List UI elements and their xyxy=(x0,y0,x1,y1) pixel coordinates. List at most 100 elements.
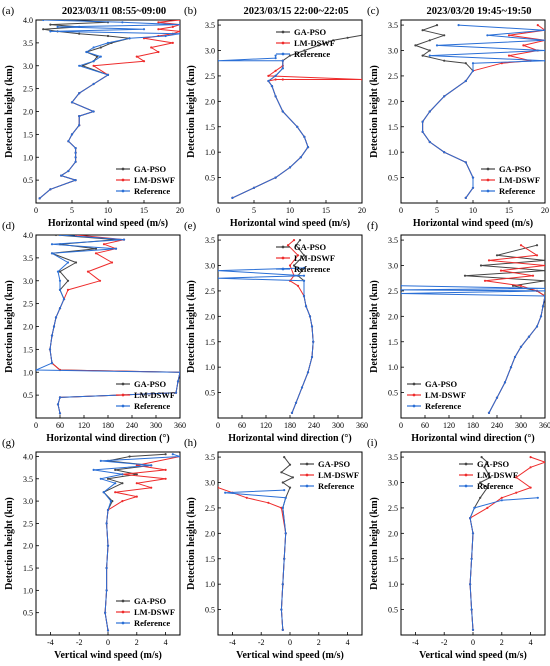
x-axis-label: Horizontal wind direction (°) xyxy=(46,433,170,444)
x-axis-label: Horizontal wind speed (m/s) xyxy=(230,218,350,229)
data-point xyxy=(231,196,234,199)
data-point xyxy=(128,455,131,458)
legend-marker-reference xyxy=(281,52,285,56)
data-point xyxy=(104,611,107,614)
data-point xyxy=(303,135,306,138)
plot-frame xyxy=(217,19,363,204)
data-point xyxy=(150,486,153,489)
data-point xyxy=(529,486,532,489)
data-point xyxy=(49,188,52,191)
series-reference xyxy=(218,54,310,199)
x-tick-label: 60 xyxy=(56,421,64,430)
y-tick-label: 2.0 xyxy=(388,97,398,106)
y-tick-label: 0.5 xyxy=(205,389,215,398)
data-point xyxy=(58,288,62,291)
data-point xyxy=(171,25,174,28)
legend-label-reference: Reference xyxy=(294,264,330,274)
legend-marker-ga_pso xyxy=(121,167,125,171)
series-reference xyxy=(38,20,180,200)
x-tick-label: 10 xyxy=(104,206,112,215)
data-point xyxy=(487,259,491,262)
panel-label: (c) xyxy=(367,5,380,17)
data-point xyxy=(543,264,545,267)
y-tick-label: 1.0 xyxy=(388,580,398,589)
data-point xyxy=(300,269,304,272)
data-point xyxy=(121,473,124,476)
data-point xyxy=(49,30,52,33)
data-point xyxy=(86,270,90,273)
data-point xyxy=(306,371,310,374)
data-point xyxy=(536,24,539,27)
plot-frame xyxy=(400,451,546,636)
panel-title: 2023/03/11 08:55~09:00 xyxy=(62,6,166,17)
data-point xyxy=(529,466,532,469)
data-point xyxy=(543,279,545,282)
y-tick-label: 3.5 xyxy=(23,39,33,48)
panel-c: (c) 2023/03/20 19:45~19:50 0 5 10 15 20 0.5 1.0 1… xyxy=(367,5,549,229)
data-point xyxy=(469,517,472,520)
data-point xyxy=(401,288,403,291)
x-tick-label: 120 xyxy=(443,421,455,430)
data-point xyxy=(292,264,296,267)
data-point xyxy=(70,133,74,136)
data-point xyxy=(303,49,306,52)
x-tick-label: -2 xyxy=(76,638,83,647)
data-point xyxy=(495,254,499,257)
panel-i: (i) -4 -2 0 2 4 0.5 1.0 1.5 2.0 2.5 3.0 3.5 Vertical … xyxy=(367,437,546,661)
data-point xyxy=(58,396,62,399)
data-point xyxy=(443,34,446,37)
data-point xyxy=(178,30,180,33)
data-point xyxy=(284,496,287,499)
data-point xyxy=(543,269,545,272)
legend-label-ga_pso: GA-PSO xyxy=(318,459,351,469)
legend-label-reference: Reference xyxy=(499,186,535,196)
y-axis-label: Detection height (km) xyxy=(369,65,380,158)
x-tick-label: 10 xyxy=(286,206,294,215)
data-point xyxy=(157,21,160,24)
data-point xyxy=(109,500,112,503)
data-point xyxy=(421,130,424,133)
data-point xyxy=(457,24,460,27)
y-tick-label: 1.0 xyxy=(388,148,398,157)
data-point xyxy=(531,274,535,277)
y-tick-label: 2.5 xyxy=(23,300,33,309)
data-point xyxy=(296,254,300,257)
data-point xyxy=(471,62,475,65)
data-point xyxy=(121,500,124,503)
x-tick-label: 0 xyxy=(216,206,220,215)
data-point xyxy=(94,252,98,255)
legend-label-lm_dswf: LM-DSWF xyxy=(499,175,540,185)
x-tick-label: 5 xyxy=(252,206,256,215)
y-tick-label: 3.5 xyxy=(23,254,33,263)
legend-label-ga_pso: GA-PSO xyxy=(134,379,167,389)
data-point xyxy=(536,496,539,499)
y-axis-label: Detection height (km) xyxy=(4,497,15,590)
legend-marker-ga_pso xyxy=(412,382,416,386)
data-point xyxy=(92,110,95,113)
y-tick-label: 0.5 xyxy=(205,606,215,615)
plot-frame xyxy=(217,234,363,419)
data-point xyxy=(274,176,277,179)
x-tick-label: 0 xyxy=(288,638,292,647)
y-tick-label: 2.0 xyxy=(388,529,398,538)
y-tick-label: 0.5 xyxy=(23,609,33,618)
panel-label: (a) xyxy=(2,5,15,17)
series-line-lm_dswf xyxy=(218,487,287,630)
data-point xyxy=(312,340,315,343)
y-tick-label: 0.5 xyxy=(205,174,215,183)
y-tick-label: 2.5 xyxy=(205,287,215,296)
panel-label: (h) xyxy=(184,437,197,449)
data-point xyxy=(267,74,270,77)
y-tick-label: 4.0 xyxy=(23,452,33,461)
data-point xyxy=(535,325,539,328)
data-point xyxy=(78,64,81,67)
data-point xyxy=(288,264,292,267)
x-tick-label: -2 xyxy=(258,638,265,647)
data-point xyxy=(121,482,124,485)
panel-g: (g) -4 -2 0 2 4 0.5 1.0 1.5 2.0 2.5 3.0 3.5 4.0 Vertic… xyxy=(2,437,181,661)
legend-label-reference: Reference xyxy=(477,481,513,491)
y-tick-label: 2.0 xyxy=(388,312,398,321)
data-point xyxy=(50,334,54,337)
data-point xyxy=(543,39,545,42)
